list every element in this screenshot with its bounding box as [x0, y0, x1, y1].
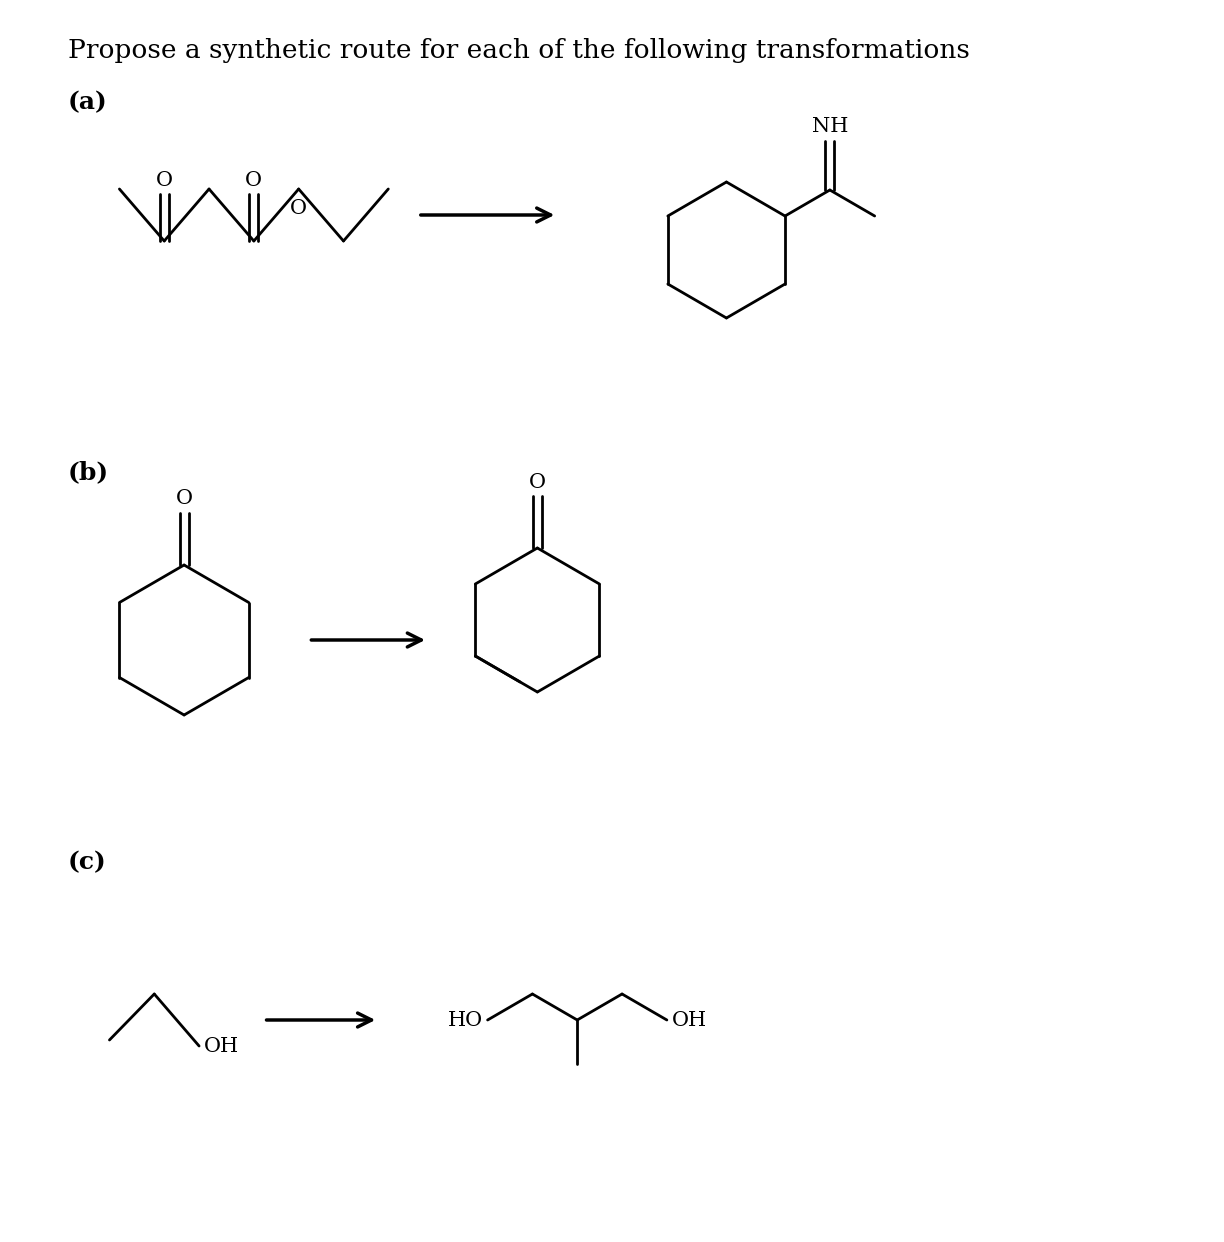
Text: (a): (a): [67, 89, 108, 114]
Text: Propose a synthetic route for each of the following transformations: Propose a synthetic route for each of th…: [67, 39, 969, 63]
Text: (c): (c): [67, 850, 106, 874]
Text: NH: NH: [812, 117, 848, 137]
Text: (b): (b): [67, 460, 109, 484]
Text: O: O: [175, 489, 192, 508]
Text: HO: HO: [448, 1011, 482, 1030]
Text: OH: OH: [672, 1011, 707, 1030]
Text: O: O: [155, 170, 173, 190]
Text: O: O: [529, 472, 546, 492]
Text: O: O: [290, 200, 307, 219]
Text: O: O: [245, 170, 262, 190]
Text: OH: OH: [204, 1037, 239, 1056]
